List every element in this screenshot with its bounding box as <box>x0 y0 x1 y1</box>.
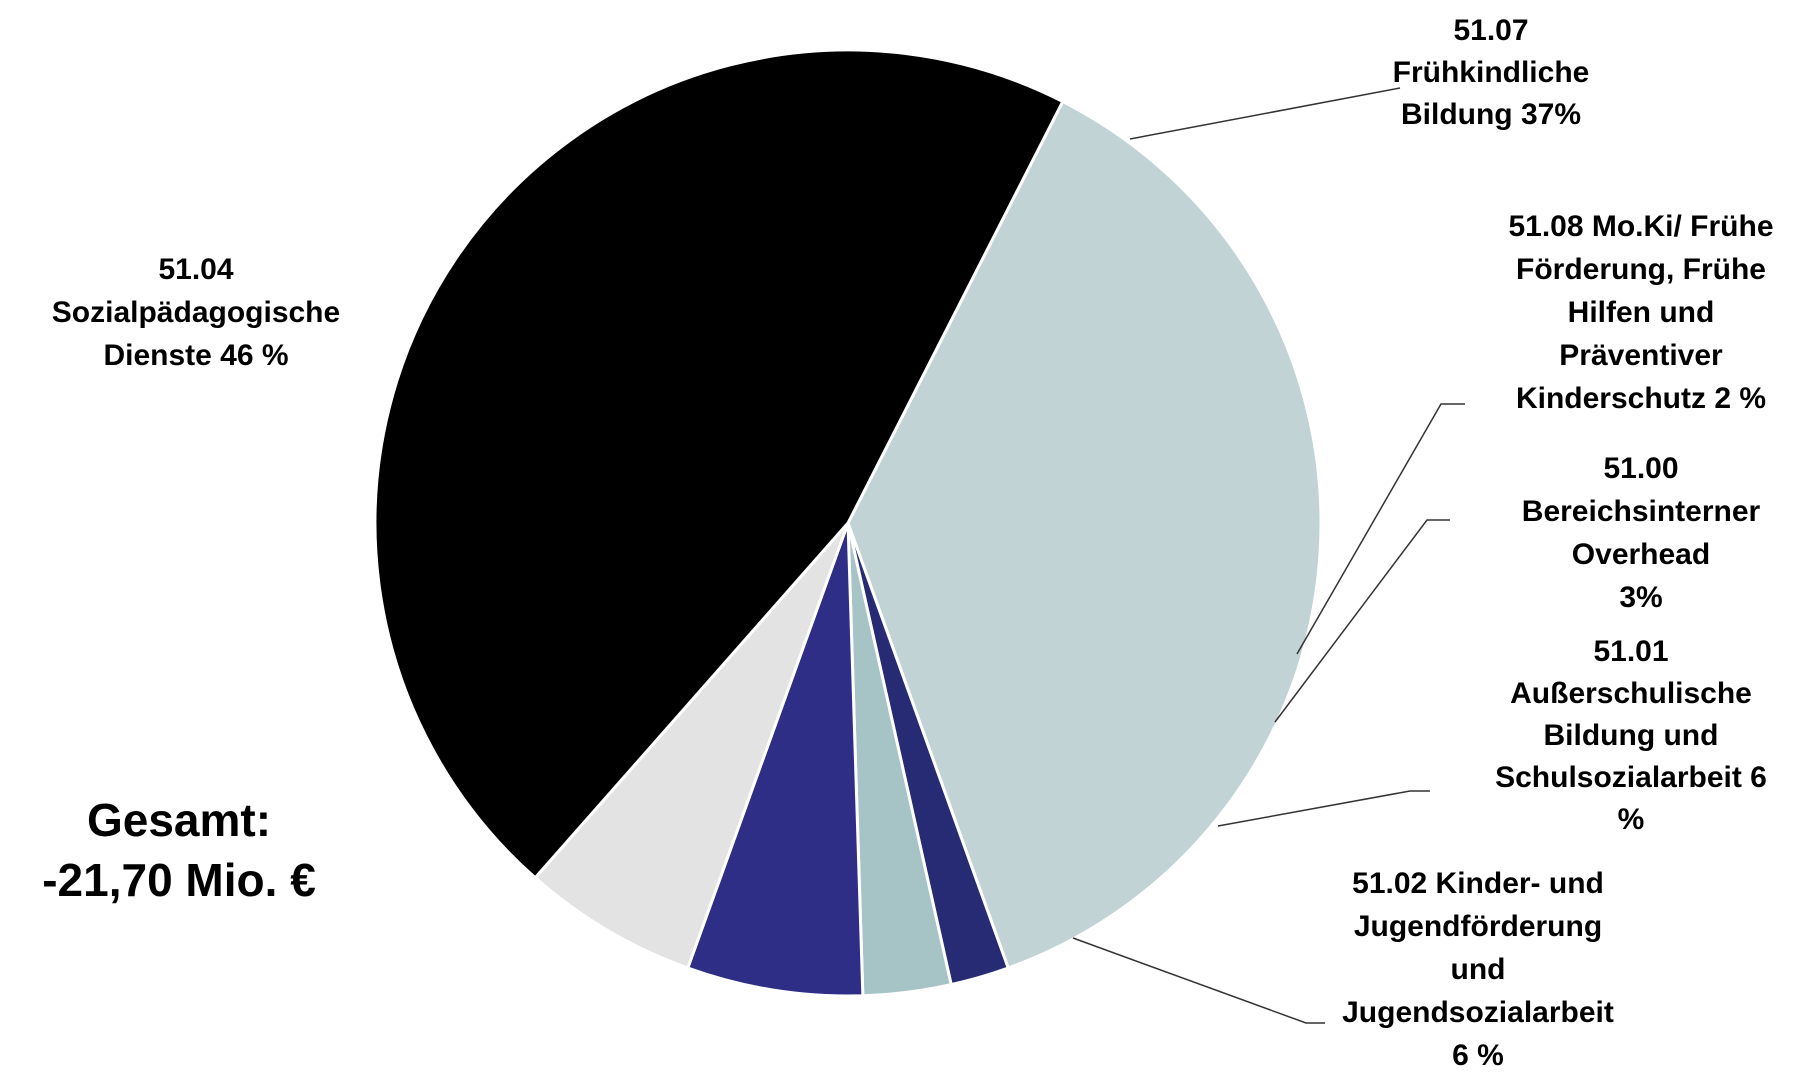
total-label-line-1: Gesamt: <box>87 794 271 846</box>
slice-label-51-01-line-3: Bildung und <box>1544 719 1719 752</box>
slice-label-51-01-line-4: Schulsozialarbeit 6 <box>1495 761 1767 794</box>
slice-label-51-02-line-5: 6 % <box>1452 1039 1504 1072</box>
slice-label-51-02-line-1: 51.02 Kinder- und <box>1352 867 1604 900</box>
slice-label-51-04-line-1: 51.04 <box>158 253 233 286</box>
slice-label-51-08-line-1: 51.08 Mo.Ki/ Frühe <box>1508 210 1773 243</box>
slice-label-51-00-line-1: 51.00 <box>1603 452 1678 485</box>
pie-slices <box>375 50 1321 996</box>
slice-label-51-07-line-2: Frühkindliche <box>1393 56 1590 89</box>
slice-label-51-00-line-3: Overhead <box>1572 538 1710 571</box>
slice-label-51-08-line-5: Kinderschutz 2 % <box>1516 382 1766 415</box>
slice-label-51-02-line-4: Jugendsozialarbeit <box>1342 996 1614 1029</box>
slice-label-51-04-line-3: Dienste 46 % <box>103 339 288 372</box>
slice-label-51-02-line-2: Jugendförderung <box>1354 910 1602 943</box>
slice-label-51-00-line-2: Bereichsinterner <box>1522 495 1761 528</box>
slice-label-51-01-line-2: Außerschulische <box>1510 677 1752 710</box>
slice-label-51-01-line-1: 51.01 <box>1593 635 1668 668</box>
slice-label-51-07-line-3: Bildung 37% <box>1401 98 1581 131</box>
slice-label-51-00-line-4: 3% <box>1619 581 1662 614</box>
slice-label-51-07-line-1: 51.07 <box>1453 14 1528 47</box>
slice-label-51-02-line-3: und <box>1451 953 1506 986</box>
slice-label-51-08-line-3: Hilfen und <box>1568 296 1715 329</box>
slice-label-51-08-line-4: Präventiver <box>1559 339 1723 372</box>
total-label-line-2: -21,70 Mio. € <box>42 854 316 906</box>
leader-line-51-01 <box>1218 791 1430 826</box>
leader-line-51-07 <box>1130 88 1400 139</box>
leader-line-51-02 <box>1073 938 1325 1023</box>
slice-label-51-01-line-5: % <box>1618 803 1645 836</box>
slice-label-51-08-line-2: Förderung, Frühe <box>1516 253 1766 286</box>
slice-label-51-04-line-2: Sozialpädagogische <box>52 296 340 329</box>
